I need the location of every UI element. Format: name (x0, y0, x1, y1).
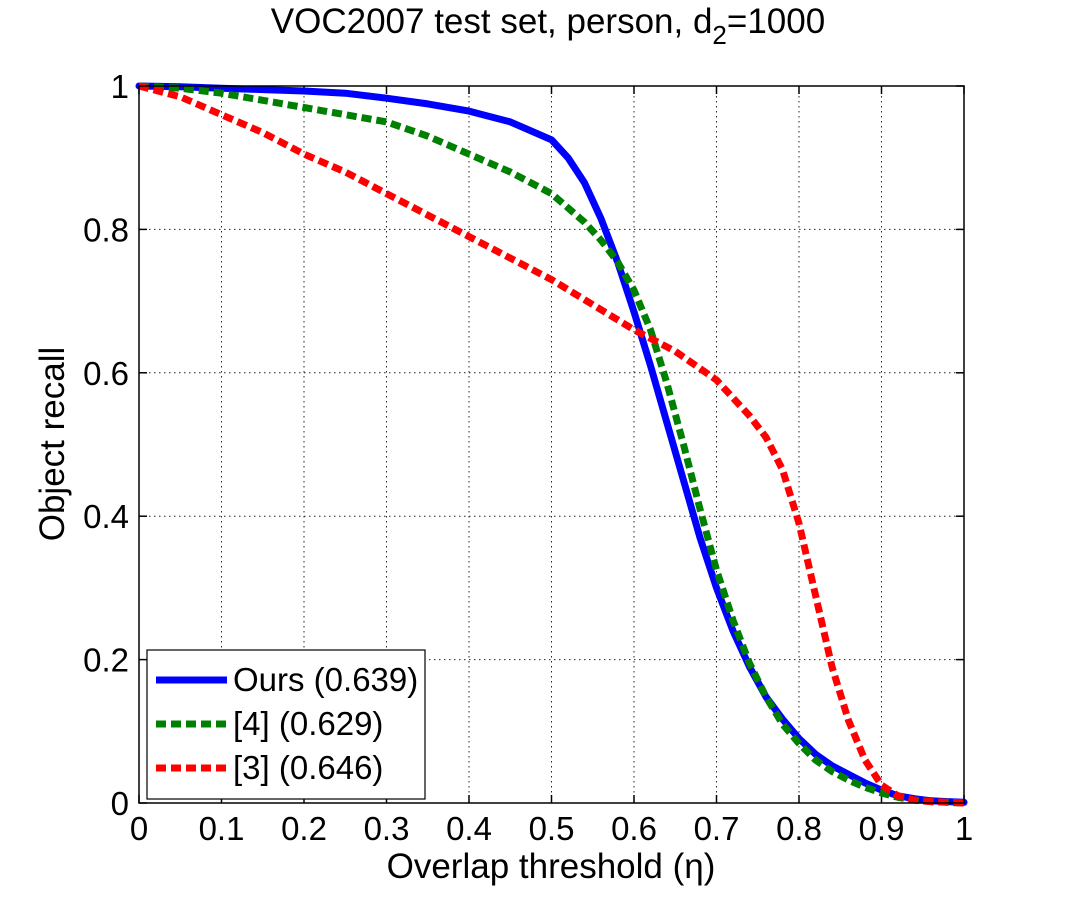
x-tick-label: 0 (130, 810, 148, 847)
x-tick-label: 0.5 (529, 810, 575, 847)
x-tick-label: 0.2 (281, 810, 327, 847)
y-axis-title: Object recall (33, 347, 72, 542)
x-tick-label: 0.8 (776, 810, 822, 847)
chart-title: VOC2007 test set, person, d2=1000 (271, 2, 825, 50)
x-tick-labels: 0 0.1 0.2 0.3 0.4 0.5 0.6 0.7 0.8 0.9 1 (130, 810, 973, 847)
y-tick-label: 0.2 (83, 642, 129, 679)
legend: Ours (0.639) [4] (0.629) [3] (0.646) (146, 649, 426, 800)
y-tick-label: 1 (111, 68, 129, 105)
y-tick-labels: 0 0.2 0.4 0.6 0.8 1 (83, 68, 129, 822)
chart-title-tail: =1000 (727, 2, 825, 41)
series-line-2 (138, 82, 965, 807)
x-axis-title: Overlap threshold (η) (387, 847, 716, 886)
y-tick-label: 0.8 (83, 211, 129, 248)
x-tick-label: 0.6 (611, 810, 657, 847)
chart-title-subscript: 2 (712, 20, 726, 50)
x-tick-label: 0.4 (446, 810, 492, 847)
y-tick-label: 0 (111, 785, 129, 822)
plot-area-frame (138, 85, 965, 804)
y-tick-label: 0.4 (83, 498, 129, 535)
x-tick-label: 0.7 (694, 810, 740, 847)
series-line-1 (135, 82, 968, 806)
series-lines (135, 82, 968, 807)
legend-label: [4] (0.629) (233, 705, 383, 742)
series-line-3 (138, 82, 965, 807)
x-tick-label: 0.3 (364, 810, 410, 847)
legend-label: [3] (0.646) (233, 749, 383, 786)
x-tick-label: 1 (955, 810, 973, 847)
chart-title-main: VOC2007 test set, person, d (271, 2, 713, 41)
x-tick-label: 0.9 (859, 810, 905, 847)
x-tick-label: 0.1 (199, 810, 245, 847)
y-tick-label: 0.6 (83, 355, 129, 392)
legend-label: Ours (0.639) (233, 661, 418, 698)
